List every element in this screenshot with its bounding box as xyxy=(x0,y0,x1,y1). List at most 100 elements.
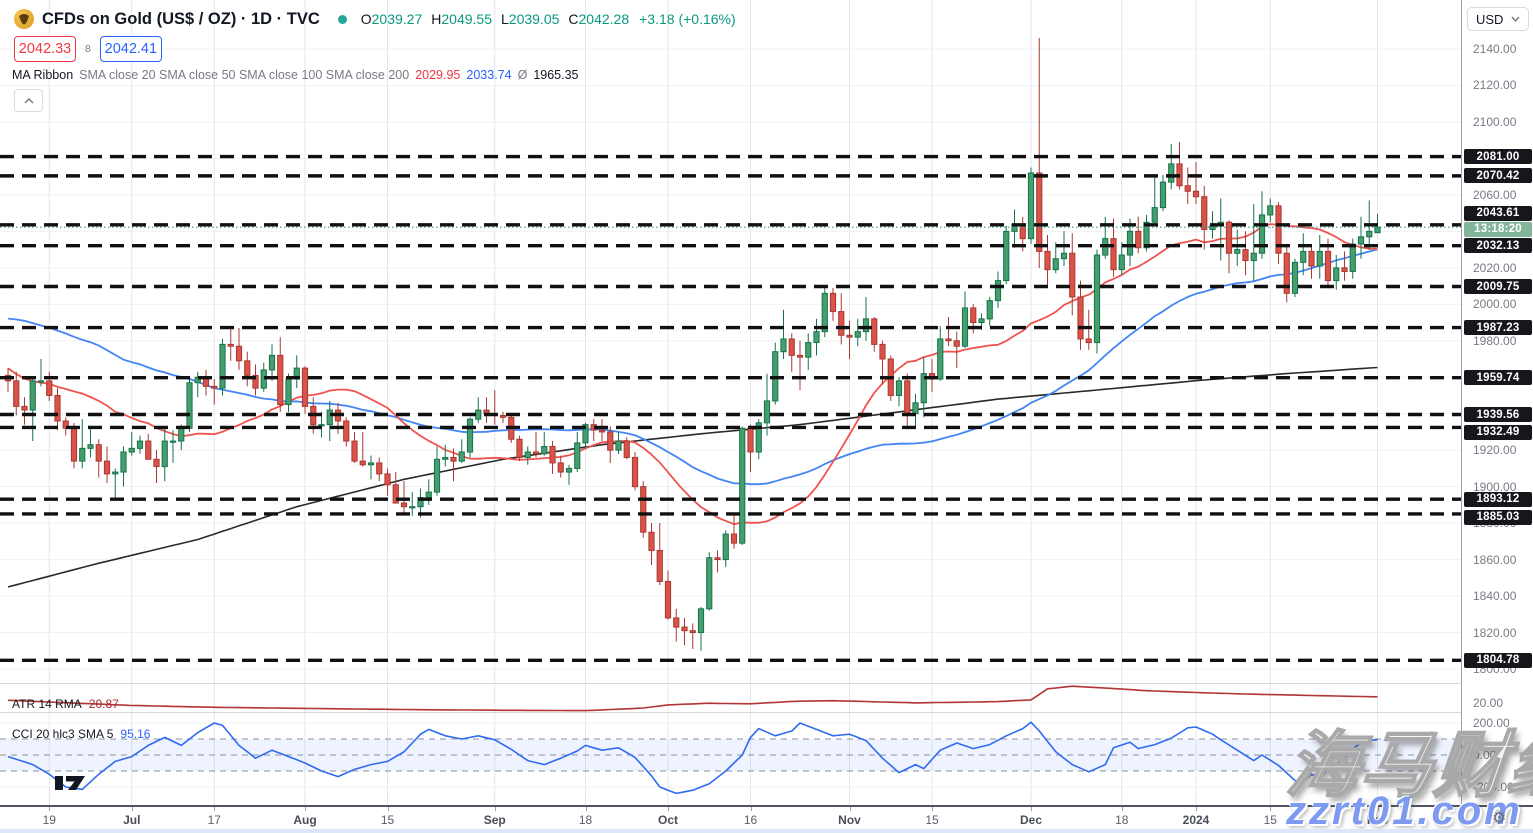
candle-body xyxy=(541,446,548,455)
ma-ribbon-legend[interactable]: MA Ribbon SMA close 20 SMA close 50 SMA c… xyxy=(12,68,579,82)
candle-body xyxy=(681,626,688,632)
candle-body xyxy=(186,382,193,429)
candle-body xyxy=(103,460,111,475)
candle-body xyxy=(1225,221,1233,254)
candle-body xyxy=(46,380,53,396)
ma-legend-part: MA Ribbon xyxy=(12,68,74,82)
price-level-badge: 1932.49 xyxy=(1464,424,1532,440)
candle-body xyxy=(1159,181,1167,209)
currency-dropdown[interactable]: USD xyxy=(1467,7,1529,31)
candle-body xyxy=(953,340,960,347)
time-label: Nov xyxy=(838,813,861,827)
candle-body xyxy=(664,580,672,619)
ma-legend-part: SMA close 20 SMA close 50 SMA close 100 … xyxy=(79,68,410,82)
candle-body xyxy=(21,405,28,411)
candle-body xyxy=(1275,205,1282,254)
candle-body xyxy=(706,557,713,610)
candle-body xyxy=(1242,249,1249,262)
ma-legend-part: 2033.74 xyxy=(466,68,512,82)
pane-separator-cci[interactable] xyxy=(0,712,1533,713)
symbol-header[interactable]: CFDs on Gold (US$ / OZ) · 1D · TVC O2039… xyxy=(14,8,736,30)
atr-tick-label: 20.00 xyxy=(1473,696,1504,710)
candle-body xyxy=(648,531,655,551)
candle-body xyxy=(409,506,416,509)
candle-body xyxy=(1267,205,1274,216)
candle-body xyxy=(739,427,746,544)
time-label: 15 xyxy=(380,813,395,827)
candle-body xyxy=(1357,236,1365,245)
candle-body xyxy=(656,549,663,582)
candle-body xyxy=(805,342,812,358)
candle-body xyxy=(524,451,531,458)
candle-body xyxy=(1333,267,1340,282)
candle-body xyxy=(970,307,977,324)
candle-body xyxy=(854,331,861,338)
time-tick xyxy=(668,807,669,811)
candle-body xyxy=(1201,196,1208,231)
candle-body xyxy=(120,451,127,473)
candle-body xyxy=(689,630,696,634)
cci-legend[interactable]: CCI 20 hlc3 SMA 5 95.16 xyxy=(12,727,150,741)
candle-body xyxy=(829,292,837,313)
time-label: Jul xyxy=(123,813,141,827)
symbol-title[interactable]: CFDs on Gold (US$ / OZ) · 1D · TVC xyxy=(42,9,320,28)
axis-settings-gear-icon[interactable]: ⚙ xyxy=(1492,808,1507,827)
tradingview-logo[interactable] xyxy=(55,768,91,795)
ma-legend-part: 2029.95 xyxy=(415,68,461,82)
candle-body xyxy=(640,486,647,533)
candle-body xyxy=(153,458,160,468)
ohlc-item: O2039.27 xyxy=(360,11,423,27)
time-tick xyxy=(305,807,306,811)
candle-body xyxy=(433,458,441,493)
quote-row: 2042.33 8 2042.41 xyxy=(14,36,162,62)
time-tick xyxy=(1031,807,1032,811)
market-status-dot[interactable] xyxy=(337,14,347,24)
time-tick xyxy=(849,807,851,811)
sell-button[interactable]: 2042.33 xyxy=(14,36,76,62)
price-tick-label: 1920.00 xyxy=(1473,443,1517,458)
time-tick xyxy=(387,807,389,811)
price-level-badge: 2070.42 xyxy=(1464,168,1532,184)
candle-body xyxy=(1060,252,1068,260)
candle-body xyxy=(1126,230,1134,256)
candle-body xyxy=(301,367,309,407)
candle-body xyxy=(838,311,845,336)
price-chart-canvas[interactable] xyxy=(0,0,1461,805)
time-label: 15 xyxy=(925,813,939,827)
ma-legend-part: Ø xyxy=(517,68,528,82)
candle-body xyxy=(194,376,201,384)
candle-body xyxy=(978,318,985,324)
candle-body xyxy=(631,456,639,488)
candle-body xyxy=(475,409,482,420)
cci-tick-label: 0.00 xyxy=(1473,748,1497,762)
price-axis[interactable]: USD 2140.002120.002100.002080.002060.002… xyxy=(1461,0,1533,805)
price-tick-label: 1840.00 xyxy=(1473,589,1517,604)
price-level-badge: 2081.00 xyxy=(1464,149,1532,165)
candle-body xyxy=(961,307,969,347)
price-level-badge: 2009.75 xyxy=(1464,279,1532,294)
candle-body xyxy=(714,557,721,561)
candle-body xyxy=(1085,338,1092,344)
candle-body xyxy=(1184,185,1191,192)
time-tick xyxy=(494,807,496,811)
candle-body xyxy=(400,502,408,508)
atr-legend[interactable]: ATR 14 RMA 20.87 xyxy=(12,697,119,711)
candle-body xyxy=(326,409,333,426)
candle-body xyxy=(1308,250,1315,267)
time-tick xyxy=(585,807,587,811)
buy-button[interactable]: 2042.41 xyxy=(99,36,162,62)
collapse-legend-button[interactable] xyxy=(14,89,43,112)
candle-body xyxy=(623,440,630,458)
time-tick xyxy=(214,807,216,811)
candle-body xyxy=(986,300,993,320)
currency-label: USD xyxy=(1476,11,1504,27)
pane-separator-atr[interactable] xyxy=(0,683,1533,684)
candle-body xyxy=(1151,207,1158,223)
time-axis[interactable]: 19 Jul 17 Aug 15 Sep 18 Oct 16 Nov 15 Dec 18 2024 15 Fe… xyxy=(0,805,1533,833)
price-level-badge: 1893.12 xyxy=(1464,491,1532,507)
candle-body xyxy=(384,473,391,486)
time-tick xyxy=(932,807,933,811)
price-tick-label: 2000.00 xyxy=(1473,297,1517,312)
candle-body xyxy=(871,318,878,345)
candle-body xyxy=(13,380,20,407)
